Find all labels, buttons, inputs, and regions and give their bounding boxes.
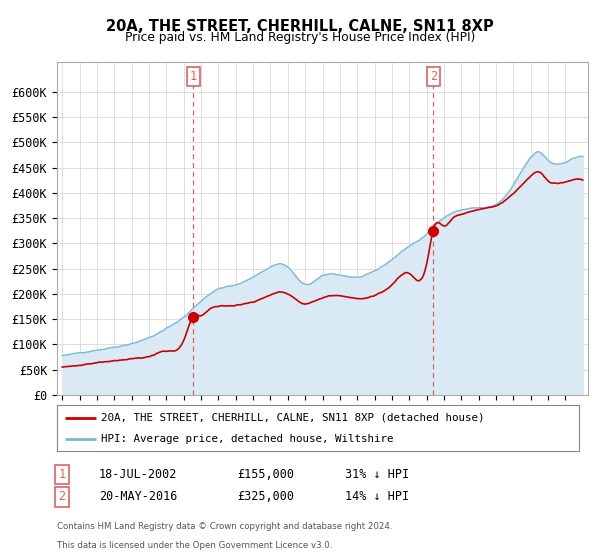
- Text: This data is licensed under the Open Government Licence v3.0.: This data is licensed under the Open Gov…: [57, 541, 332, 550]
- Text: Contains HM Land Registry data © Crown copyright and database right 2024.: Contains HM Land Registry data © Crown c…: [57, 522, 392, 531]
- Text: 1: 1: [58, 468, 65, 481]
- Text: 20A, THE STREET, CHERHILL, CALNE, SN11 8XP (detached house): 20A, THE STREET, CHERHILL, CALNE, SN11 8…: [101, 413, 485, 423]
- Text: £325,000: £325,000: [237, 490, 294, 503]
- Text: Price paid vs. HM Land Registry's House Price Index (HPI): Price paid vs. HM Land Registry's House …: [125, 31, 475, 44]
- Text: HPI: Average price, detached house, Wiltshire: HPI: Average price, detached house, Wilt…: [101, 435, 394, 444]
- Text: 14% ↓ HPI: 14% ↓ HPI: [345, 490, 409, 503]
- Text: 20-MAY-2016: 20-MAY-2016: [99, 490, 178, 503]
- Text: 1: 1: [190, 70, 197, 83]
- Text: 2: 2: [58, 490, 65, 503]
- Text: £155,000: £155,000: [237, 468, 294, 481]
- Text: 31% ↓ HPI: 31% ↓ HPI: [345, 468, 409, 481]
- Text: 18-JUL-2002: 18-JUL-2002: [99, 468, 178, 481]
- Text: 20A, THE STREET, CHERHILL, CALNE, SN11 8XP: 20A, THE STREET, CHERHILL, CALNE, SN11 8…: [106, 19, 494, 34]
- Text: 2: 2: [430, 70, 437, 83]
